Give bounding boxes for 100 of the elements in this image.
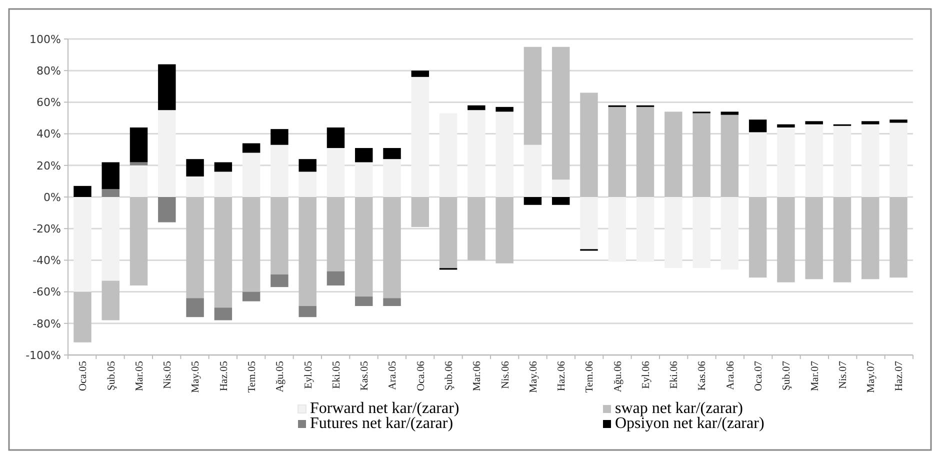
x-tick-label: Tem.06 bbox=[584, 361, 596, 393]
x-tick-label: May.07 bbox=[866, 361, 878, 393]
bar bbox=[636, 106, 654, 197]
bar bbox=[411, 197, 430, 228]
bar bbox=[552, 180, 570, 197]
bar bbox=[468, 105, 486, 110]
bar bbox=[270, 274, 288, 288]
x-tick-label: Nis.07 bbox=[838, 361, 849, 389]
bar bbox=[130, 165, 148, 197]
bar bbox=[186, 159, 204, 176]
x-tick-label: May.06 bbox=[528, 361, 540, 393]
y-tick-label: 60% bbox=[36, 96, 61, 110]
x-tick-label: Ağu.06 bbox=[612, 361, 624, 392]
bar bbox=[383, 148, 401, 160]
bar bbox=[326, 148, 345, 197]
bar bbox=[242, 152, 260, 197]
x-tick-label: Kas.05 bbox=[360, 361, 371, 390]
bar bbox=[74, 186, 92, 197]
bar bbox=[102, 162, 120, 190]
bar bbox=[74, 292, 92, 342]
y-tick-label: -100% bbox=[26, 348, 61, 362]
bar bbox=[214, 197, 232, 308]
x-tick-label: Eyl.06 bbox=[640, 361, 652, 389]
bar bbox=[242, 197, 260, 292]
bar bbox=[74, 197, 92, 292]
bar bbox=[748, 197, 767, 278]
y-tick-label: 0% bbox=[44, 190, 61, 204]
bar bbox=[326, 127, 345, 148]
bar bbox=[130, 127, 148, 162]
bar bbox=[862, 121, 880, 124]
bar bbox=[130, 162, 148, 166]
bar bbox=[383, 197, 401, 298]
bar bbox=[186, 298, 204, 318]
bar bbox=[777, 127, 795, 197]
bar bbox=[158, 64, 176, 110]
x-tick-label: Şub.06 bbox=[444, 361, 455, 390]
bar bbox=[326, 197, 345, 272]
bar bbox=[158, 197, 176, 222]
legend-label: Forward net kar/(zarar) bbox=[310, 400, 460, 417]
bar bbox=[355, 197, 373, 297]
bar bbox=[524, 144, 542, 197]
bar bbox=[862, 197, 880, 280]
x-tick-label: Haz.06 bbox=[556, 361, 568, 392]
x-tick-label: Eki.05 bbox=[331, 361, 342, 389]
bar bbox=[270, 197, 288, 274]
y-tick-label: 80% bbox=[36, 64, 61, 78]
bar bbox=[552, 46, 570, 180]
bar bbox=[102, 189, 120, 197]
bar bbox=[890, 120, 908, 123]
bar bbox=[186, 176, 204, 197]
x-tick-label: Ara.06 bbox=[725, 361, 736, 390]
bar bbox=[214, 308, 232, 320]
x-tick-label: Şub.05 bbox=[106, 361, 118, 390]
x-tick-label: Kas.06 bbox=[697, 361, 708, 390]
bar bbox=[608, 197, 626, 262]
bar bbox=[411, 76, 430, 197]
bar bbox=[748, 132, 767, 197]
y-tick-label: 100% bbox=[30, 32, 61, 46]
bar bbox=[580, 92, 598, 197]
bar bbox=[862, 124, 880, 197]
x-tick-label: Mar.07 bbox=[810, 361, 821, 392]
x-tick-label: Haz.05 bbox=[218, 361, 230, 392]
x-tick-label: Eki.06 bbox=[669, 361, 680, 389]
bar bbox=[805, 121, 823, 124]
bar bbox=[580, 197, 598, 250]
y-tick-label: -60% bbox=[32, 286, 61, 299]
bar bbox=[833, 126, 852, 197]
bar bbox=[411, 70, 430, 77]
bar bbox=[552, 197, 570, 205]
bar bbox=[130, 197, 148, 286]
x-tick-label: Ağu.05 bbox=[275, 361, 286, 392]
bar bbox=[270, 144, 288, 197]
x-tick-label: Oca.07 bbox=[753, 361, 764, 392]
bar bbox=[468, 110, 486, 197]
bar bbox=[468, 197, 486, 260]
x-tick-label: Mar.05 bbox=[134, 361, 146, 392]
bar bbox=[214, 162, 232, 172]
bar bbox=[496, 197, 514, 264]
bar bbox=[102, 197, 120, 281]
legend-label: Opsiyon net kar/(zarar) bbox=[615, 415, 764, 432]
bar bbox=[496, 112, 514, 197]
bar bbox=[298, 197, 316, 306]
bar bbox=[102, 280, 120, 320]
legend-label: Futures net kar/(zarar) bbox=[310, 415, 454, 432]
y-tick-label: -20% bbox=[32, 222, 61, 236]
bar bbox=[439, 113, 458, 197]
bar bbox=[326, 271, 345, 286]
bar bbox=[748, 120, 767, 132]
bar bbox=[720, 112, 739, 115]
bar bbox=[158, 110, 176, 197]
x-tick-label: Mar.06 bbox=[472, 361, 484, 392]
x-tick-label: Nis.06 bbox=[500, 361, 512, 389]
bar bbox=[270, 129, 288, 145]
bar bbox=[496, 106, 514, 112]
bar bbox=[383, 298, 401, 306]
bar bbox=[720, 197, 739, 270]
y-tick-label: 40% bbox=[36, 128, 61, 141]
bar bbox=[214, 172, 232, 197]
bar bbox=[720, 114, 739, 197]
x-tick-label: Şub.07 bbox=[782, 361, 793, 390]
